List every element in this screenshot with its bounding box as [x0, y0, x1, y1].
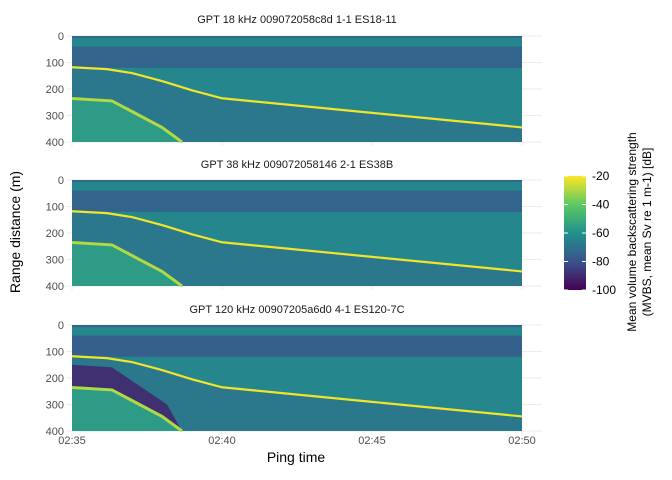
- seafloor-echo: [71, 66, 523, 129]
- seafloor-echo: [71, 210, 523, 273]
- panel-title: GPT 120 kHz 00907205a6d0 4-1 ES120-7C: [189, 304, 404, 316]
- echogram-panel-2: GPT 38 kHz 009072058146 2-1 ES38B 0 100 200…: [46, 159, 542, 293]
- sub-bottom-region: [72, 211, 522, 286]
- y-tick-label: 300: [46, 400, 64, 412]
- y-tick-label: 400: [46, 281, 64, 293]
- x-tick-label: 02:50: [508, 435, 536, 447]
- y-axis-title: Range distance (m): [7, 171, 23, 293]
- sub-bottom-region: [72, 356, 522, 431]
- second-bottom-echo: [71, 97, 183, 144]
- colorbar-tick-label: -60: [592, 226, 610, 240]
- surface-band: [72, 180, 522, 183]
- colorbar: -20 -40 -60 -80 -100 Mean volume backscatter…: [564, 132, 654, 332]
- echogram-panel-3: GPT 120 kHz 00907205a6d0 4-1 ES120-7C 0 10…: [46, 304, 542, 438]
- colorbar-tick-label: -40: [592, 198, 610, 212]
- surface-band: [72, 36, 522, 39]
- second-echo-region: [72, 242, 182, 286]
- panel-title: GPT 38 kHz 009072058146 2-1 ES38B: [201, 159, 393, 171]
- y-tick-label: 300: [46, 111, 64, 123]
- x-tick-label: 02:35: [58, 435, 86, 447]
- shadow-region: [72, 364, 182, 431]
- second-echo-region: [72, 98, 182, 142]
- seafloor-echo: [71, 355, 523, 418]
- sub-bottom-region: [72, 67, 522, 142]
- scattering-layer: [72, 46, 522, 68]
- surface-band: [72, 325, 522, 328]
- y-tick-label: 200: [46, 84, 64, 96]
- y-tick-label: 400: [46, 426, 64, 438]
- colorbar-title: Mean volume backscattering strength: [625, 132, 639, 331]
- colorbar-tick-label: -100: [592, 283, 616, 297]
- y-tick-label: 0: [58, 320, 64, 332]
- colorbar-tick-label: -20: [592, 169, 610, 183]
- y-tick-label: 100: [46, 347, 64, 359]
- y-tick-label: 200: [46, 373, 64, 385]
- colorbar-tick-label: -80: [592, 255, 610, 269]
- y-tick-label: 300: [46, 255, 64, 267]
- y-tick-label: 200: [46, 228, 64, 240]
- x-tick-label: 02:40: [208, 435, 236, 447]
- second-bottom-echo: [71, 386, 183, 433]
- panel-title: GPT 18 kHz 009072058c8d 1-1 ES18-11: [197, 14, 397, 26]
- colorbar-gradient: [564, 176, 586, 290]
- second-echo-region: [72, 387, 182, 431]
- scattering-layer: [72, 190, 522, 212]
- x-axis-title: Ping time: [267, 449, 326, 465]
- echogram-panel-1: GPT 18 kHz 009072058c8d 1-1 ES18-11 0 100 2…: [46, 14, 542, 149]
- colorbar-subtitle: (MVBS, mean Sv re 1 m-1) [dB]: [640, 148, 654, 317]
- scattering-layer: [72, 335, 522, 357]
- y-tick-label: 100: [46, 202, 64, 214]
- y-tick-label: 0: [58, 175, 64, 187]
- y-tick-label: 400: [46, 137, 64, 149]
- second-bottom-echo: [71, 241, 183, 288]
- x-tick-label: 02:45: [358, 435, 386, 447]
- y-tick-label: 100: [46, 58, 64, 70]
- y-tick-label: 0: [58, 31, 64, 43]
